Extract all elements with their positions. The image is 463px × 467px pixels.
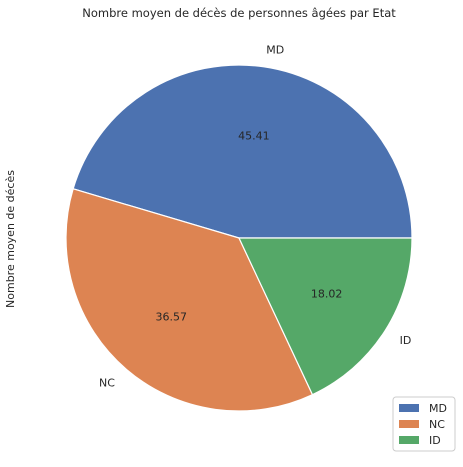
pie-slice-id — [238, 237, 413, 396]
legend-label-nc: NC — [429, 418, 445, 431]
pie-slices — [65, 64, 413, 412]
legend-swatch-nc — [399, 420, 419, 428]
legend-swatch-id — [399, 436, 419, 444]
pie-slice-md — [72, 64, 413, 239]
y-axis-label: Nombre moyen de décès — [4, 170, 17, 308]
slice-label-nc: NC — [99, 376, 115, 389]
chart-title: Nombre moyen de décès de personnes âgées… — [82, 6, 396, 20]
slice-label-md: MD — [266, 44, 284, 57]
pie-slice-nc — [65, 188, 314, 412]
legend: MD NC ID — [392, 396, 456, 452]
pct-label-nc: 36.57 — [156, 311, 188, 324]
legend-label-md: MD — [429, 402, 447, 415]
legend-label-id: ID — [429, 434, 441, 447]
pie-labels: MD 45.41 NC 36.57 ID 18.02 — [99, 44, 411, 390]
pct-label-md: 45.41 — [238, 129, 270, 142]
pct-label-id: 18.02 — [311, 288, 343, 301]
slice-label-id: ID — [400, 334, 412, 347]
legend-swatch-md — [399, 404, 419, 412]
